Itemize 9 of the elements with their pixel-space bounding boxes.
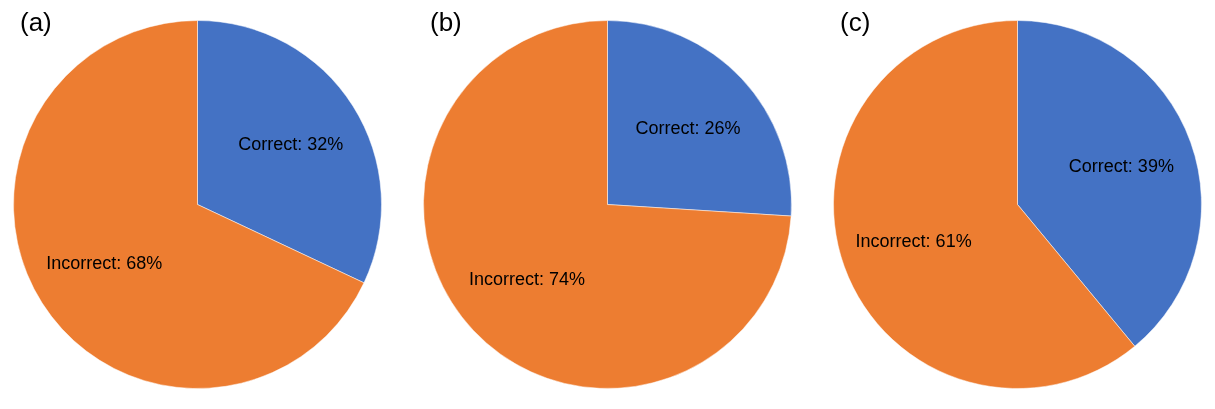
slice-label: Correct: 26% bbox=[635, 117, 741, 138]
chart-title: (b) bbox=[430, 7, 462, 37]
slice-label: Incorrect: 61% bbox=[855, 230, 972, 251]
slice-label: Correct: 32% bbox=[238, 134, 344, 155]
slice-label: Correct: 39% bbox=[1068, 156, 1174, 177]
slice-label: Incorrect: 74% bbox=[468, 269, 586, 290]
chart-title: (c) bbox=[840, 7, 871, 37]
slice-label: Incorrect: 68% bbox=[46, 252, 163, 273]
chart-title: (a) bbox=[20, 7, 52, 37]
